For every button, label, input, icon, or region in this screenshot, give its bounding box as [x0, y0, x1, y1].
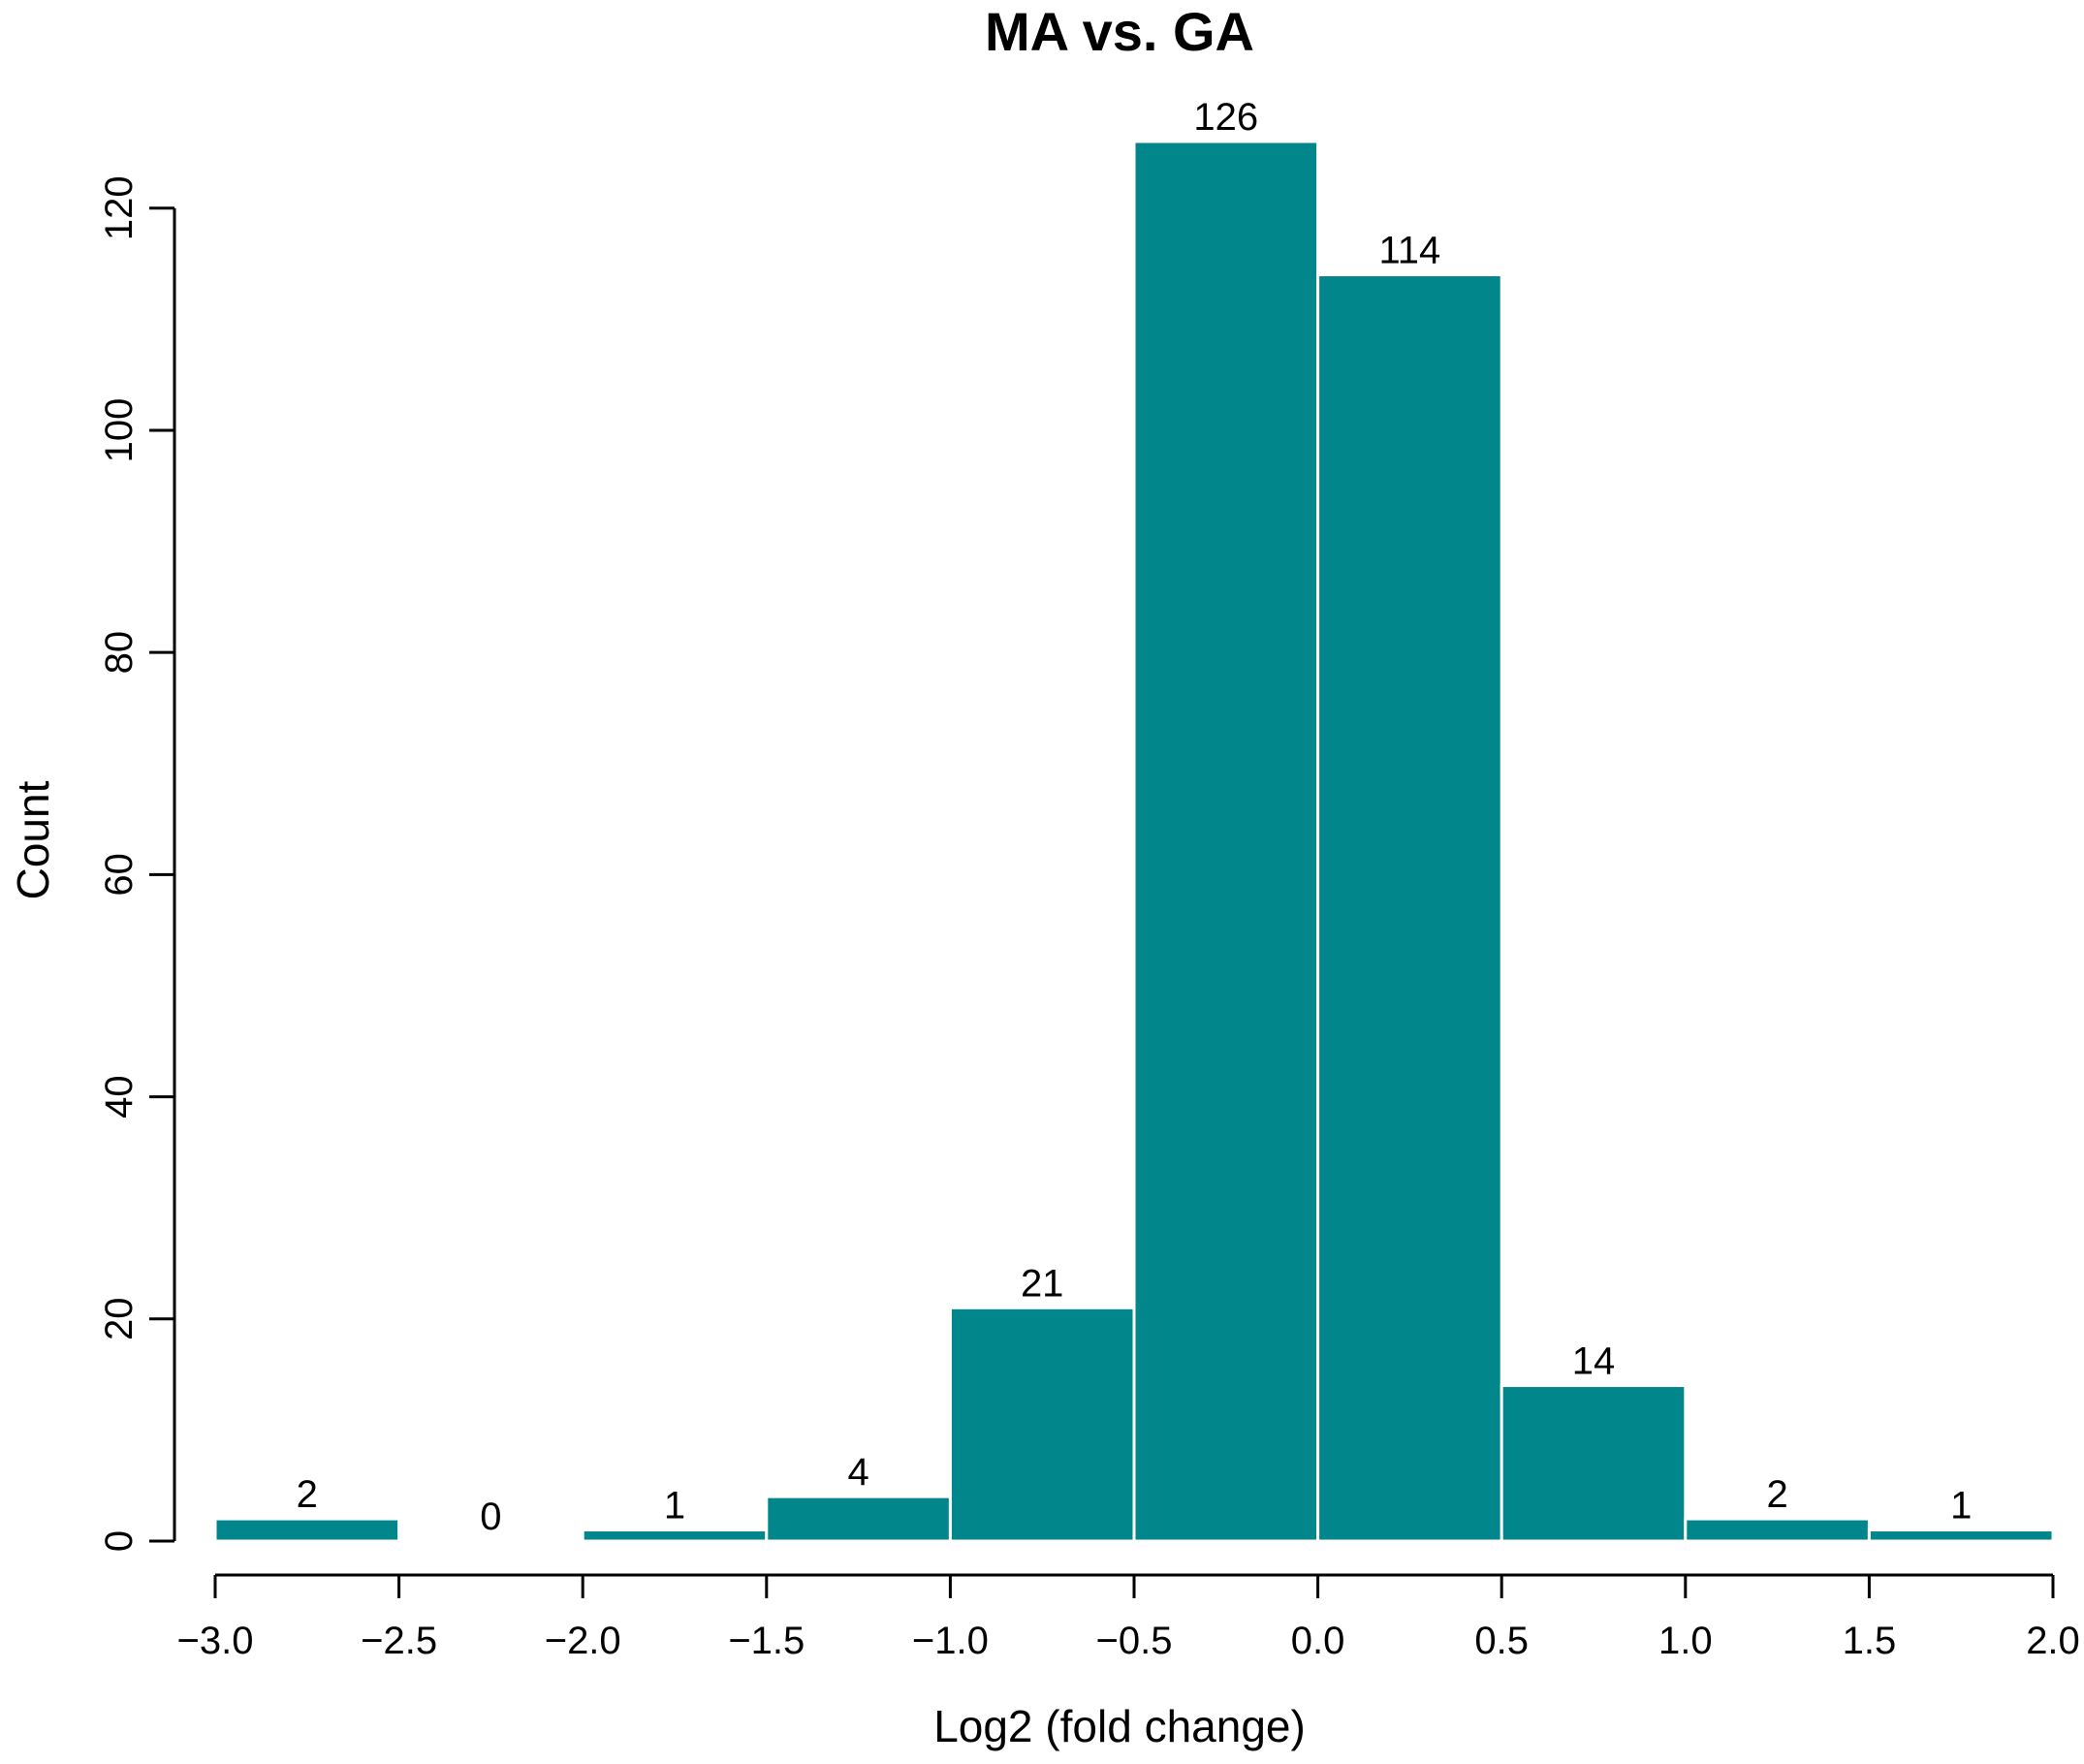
bar-value-label: 2	[297, 1473, 318, 1516]
x-tick-label: 0.5	[1474, 1620, 1529, 1662]
bar-value-label: 1	[1950, 1485, 1972, 1528]
histogram-bar	[1316, 273, 1503, 1543]
x-axis: −3.0 −2.5 −2.0 −1.5 −1.0 −0.5 0.0 0.5 1.0 1.5 2.0	[177, 1573, 2080, 1662]
x-tick-label: −0.5	[1096, 1620, 1173, 1662]
x-axis-label: Log2 (fold change)	[933, 1701, 1306, 1751]
histogram-bar	[581, 1528, 769, 1543]
x-tick-label: 1.5	[1843, 1620, 1897, 1662]
y-tick-label: 0	[98, 1530, 141, 1552]
bar-value-label: 114	[1379, 230, 1441, 272]
bar-value-label: 126	[1193, 96, 1258, 139]
bar-value-label: 2	[1766, 1473, 1787, 1516]
y-tick-label: 40	[98, 1075, 141, 1118]
bar-value-label: 21	[1021, 1262, 1064, 1305]
x-tick-label: 1.0	[1658, 1620, 1713, 1662]
y-axis: 0 20 40 60 80 100 120	[98, 175, 176, 1552]
x-tick-label: −1.0	[912, 1620, 989, 1662]
y-tick-label: 60	[98, 853, 141, 897]
bar-value-label: 4	[847, 1451, 868, 1494]
histogram-bar	[948, 1306, 1136, 1543]
x-tick-label: 0.0	[1291, 1620, 1345, 1662]
y-tick-label: 80	[98, 631, 141, 675]
y-tick-label: 20	[98, 1298, 141, 1341]
x-tick-label: −1.5	[728, 1620, 805, 1662]
histogram-bar	[213, 1517, 401, 1543]
bars-layer	[213, 140, 2055, 1543]
bar-value-label: 0	[480, 1496, 501, 1538]
y-tick-label: 120	[98, 175, 141, 240]
histogram-bar	[1684, 1517, 1871, 1543]
histogram-bar	[765, 1495, 952, 1543]
y-tick-label: 100	[98, 398, 141, 463]
histogram-bar	[1867, 1528, 2055, 1543]
x-tick-label: 2.0	[2026, 1620, 2080, 1662]
x-tick-label: −2.0	[545, 1620, 621, 1662]
histogram-bar	[1132, 140, 1320, 1543]
bar-value-label: 1	[664, 1485, 685, 1528]
bar-value-label: 14	[1572, 1340, 1616, 1383]
x-tick-label: −3.0	[177, 1620, 254, 1662]
y-axis-label: Count	[8, 780, 58, 899]
chart-title: MA vs. GA	[985, 1, 1254, 62]
histogram-bar	[1500, 1384, 1688, 1543]
x-tick-label: −2.5	[361, 1620, 437, 1662]
